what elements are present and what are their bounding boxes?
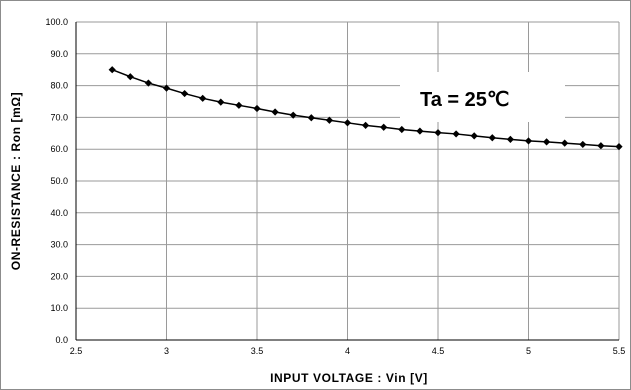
annotation-box [400, 72, 565, 122]
y-tick-label: 70.0 [50, 112, 68, 122]
data-point [579, 140, 587, 149]
x-tick-label: 3.5 [251, 346, 264, 356]
y-tick-label: 20.0 [50, 271, 68, 281]
y-tick-label: 10.0 [50, 303, 68, 313]
data-point [416, 127, 424, 135]
data-point [524, 137, 533, 145]
data-point [597, 142, 605, 150]
data-point [217, 98, 225, 106]
series-group [108, 66, 623, 151]
y-tick-label: 90.0 [50, 49, 68, 59]
axes [75, 22, 619, 341]
data-point [108, 66, 116, 74]
data-point [362, 121, 370, 129]
data-point [561, 139, 569, 147]
data-point [343, 119, 352, 127]
data-point [307, 114, 315, 122]
data-point [452, 130, 460, 138]
data-point [506, 135, 514, 143]
x-tick-label: 4.5 [432, 346, 445, 356]
data-point [434, 129, 442, 137]
data-point [199, 94, 207, 102]
data-point [271, 108, 279, 116]
data-point [615, 143, 623, 151]
data-point [144, 79, 152, 87]
data-point [235, 101, 243, 109]
x-tick-label: 5.5 [613, 346, 626, 356]
data-point [325, 116, 333, 124]
y-tick-label: 80.0 [50, 81, 68, 91]
y-tick-label: 50.0 [50, 176, 68, 186]
y-tick-label: 40.0 [50, 208, 68, 218]
data-point [380, 123, 388, 131]
data-point [470, 132, 478, 140]
data-point [488, 134, 496, 142]
y-tick-label: 100.0 [45, 17, 68, 27]
y-axis-title: ON-RESISTANCE : Ron [mΩ] [9, 92, 23, 270]
y-tick-label: 30.0 [50, 240, 68, 250]
y-tick-label: 0.0 [55, 335, 68, 345]
x-tick-labels: 2.5 3 3.5 4 4.5 5 5.5 [70, 346, 626, 356]
x-tick-label: 2.5 [70, 346, 83, 356]
x-tick-label: 3 [164, 346, 169, 356]
data-point [181, 89, 189, 98]
x-axis-title: INPUT VOLTAGE : Vin [V] [270, 371, 428, 385]
annotation-temperature: Ta = 25℃ [420, 89, 509, 111]
y-tick-labels: 0.0 10.0 20.0 30.0 40.0 50.0 60.0 70.0 80.0 90.0 1… [45, 17, 68, 345]
y-tick-label: 60.0 [50, 144, 68, 154]
x-tick-label: 4 [345, 346, 350, 356]
data-point [289, 111, 297, 119]
data-point [398, 125, 406, 134]
data-point [543, 138, 551, 146]
data-point [162, 84, 171, 92]
data-point [253, 104, 261, 113]
data-point [126, 73, 134, 81]
x-tick-label: 5 [526, 346, 531, 356]
gridlines [76, 21, 620, 340]
